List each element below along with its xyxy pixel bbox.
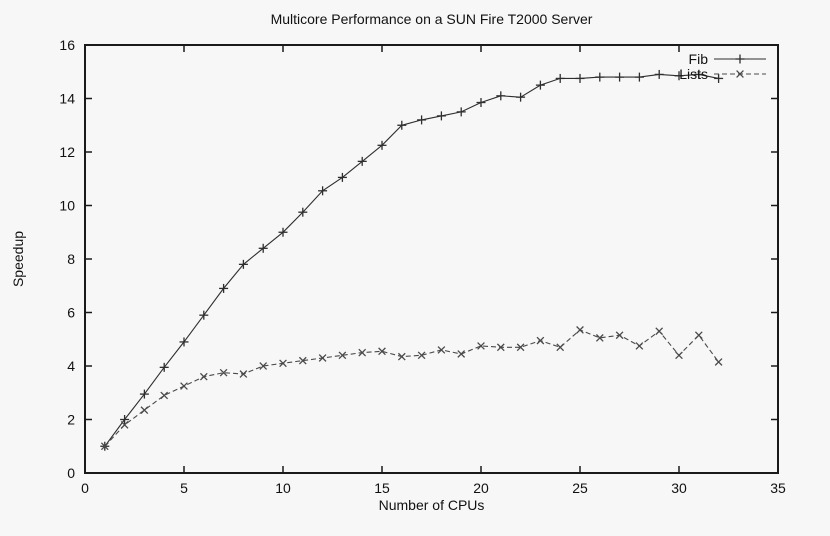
y-tick-label: 10 <box>59 198 75 214</box>
cross-marker <box>318 354 327 362</box>
cross-marker <box>595 334 604 342</box>
legend: Fib Lists <box>679 51 766 82</box>
lists-series-line <box>104 329 720 447</box>
cross-marker <box>358 348 367 357</box>
cross-marker <box>397 352 406 361</box>
y-tick-label: 6 <box>67 305 75 321</box>
x-tick-label: 10 <box>275 480 291 496</box>
y-tick-label: 12 <box>59 144 75 160</box>
legend-label-fib: Fib <box>689 51 709 67</box>
y-tick-label: 8 <box>67 251 75 267</box>
plot-border <box>84 44 779 474</box>
y-tick-label: 14 <box>59 91 75 107</box>
cross-marker <box>516 343 525 352</box>
cross-marker <box>160 391 169 400</box>
cross-marker <box>496 343 505 352</box>
cross-marker <box>279 359 287 368</box>
cross-marker <box>338 351 347 360</box>
cross-marker <box>259 362 268 370</box>
cross-marker <box>635 342 644 350</box>
cross-marker <box>576 326 584 334</box>
y-tick-label: 0 <box>67 465 75 481</box>
cross-marker <box>615 331 624 340</box>
x-tick-label: 25 <box>572 480 588 496</box>
cross-marker <box>556 343 565 352</box>
cross-marker <box>477 342 485 350</box>
x-tick-label: 30 <box>671 480 687 496</box>
y-tick-label: 4 <box>67 358 75 374</box>
cross-marker <box>714 358 723 366</box>
cross-marker <box>140 406 149 414</box>
cross-marker <box>457 350 466 358</box>
fib-series-line <box>104 73 719 447</box>
cross-marker <box>536 336 545 345</box>
cross-marker <box>675 351 683 360</box>
cross-marker <box>100 442 109 451</box>
x-tick-label: 5 <box>180 480 188 496</box>
cross-marker <box>298 356 307 365</box>
x-axis-label: Number of CPUs <box>378 497 485 513</box>
cross-marker <box>239 370 248 378</box>
cross-marker <box>694 331 703 340</box>
x-tick-label: 15 <box>374 480 390 496</box>
chart-title: Multicore Performance on a SUN Fire T200… <box>270 11 593 27</box>
x-tick-label: 35 <box>770 480 786 496</box>
y-tick-label: 2 <box>67 412 75 428</box>
cross-marker <box>219 368 228 377</box>
cross-marker <box>120 420 129 429</box>
cross-marker <box>736 70 744 78</box>
cross-marker <box>437 346 446 354</box>
cross-marker <box>378 347 386 356</box>
cross-marker <box>199 372 208 381</box>
legend-label-lists: Lists <box>679 66 708 82</box>
x-tick-label: 20 <box>473 480 489 496</box>
cross-marker <box>655 327 664 336</box>
cross-marker <box>180 382 188 390</box>
cross-marker <box>417 351 426 360</box>
y-tick-label: 16 <box>59 37 75 53</box>
x-tick-label: 0 <box>81 480 89 496</box>
